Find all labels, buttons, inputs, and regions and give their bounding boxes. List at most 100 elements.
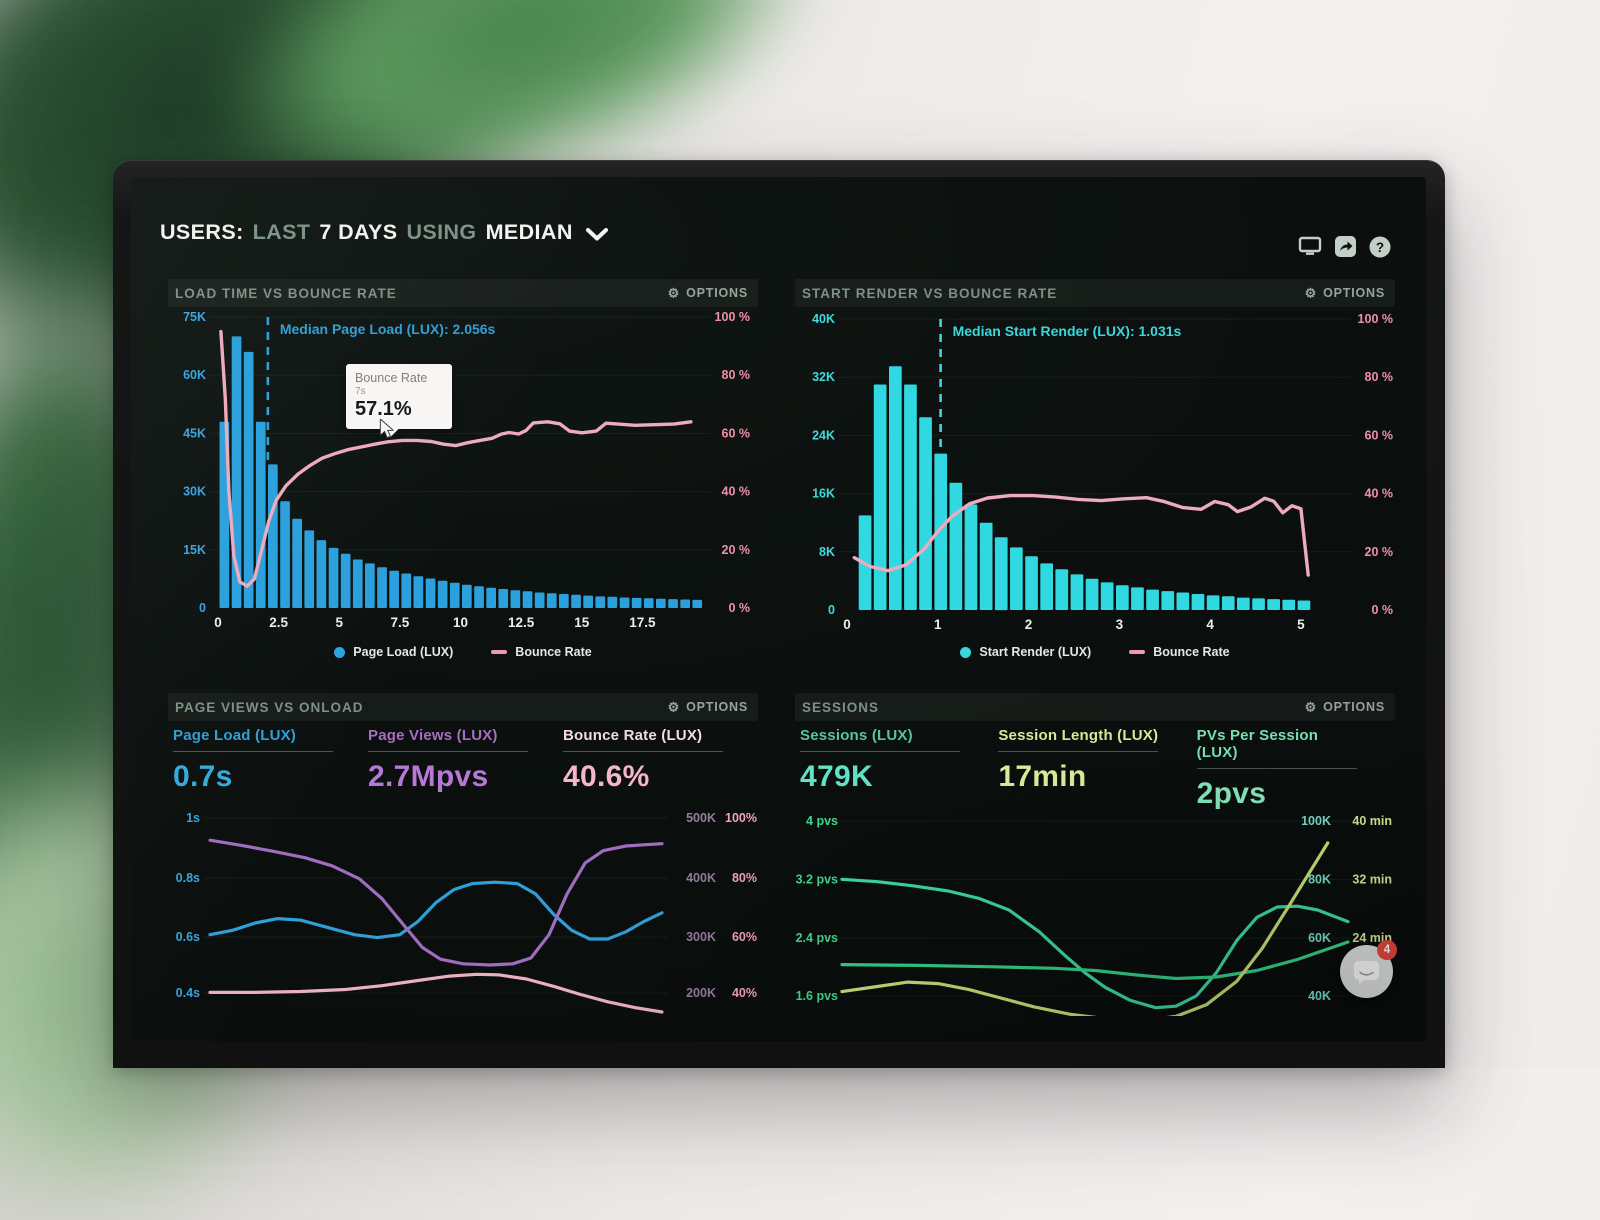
legend-item[interactable]: Start Render (LUX) <box>960 645 1091 659</box>
bar[interactable] <box>692 599 703 608</box>
bar[interactable] <box>328 547 339 608</box>
bar[interactable] <box>1055 569 1069 610</box>
bar[interactable] <box>1146 589 1159 610</box>
bar[interactable] <box>1100 582 1114 610</box>
bar[interactable] <box>462 584 472 608</box>
series-page-views[interactable] <box>208 838 664 967</box>
bar[interactable] <box>904 384 917 611</box>
metric-page-views[interactable]: Page Views (LUX) 2.7Mpvs <box>368 727 563 794</box>
series-bounce-rate[interactable] <box>219 329 693 588</box>
bar[interactable] <box>1206 595 1220 610</box>
series-session-length[interactable] <box>840 841 1330 1016</box>
bar[interactable] <box>280 501 290 608</box>
bar[interactable] <box>1297 600 1311 611</box>
bar[interactable] <box>979 522 993 610</box>
chart-page-views-vs-onload[interactable]: 1s 500K 100% 0.8s 400K 80% 0.6s 300K 60% 0.4s 200K… <box>168 791 758 1016</box>
bar[interactable] <box>1116 585 1129 610</box>
bar[interactable] <box>377 567 387 608</box>
chart-load-time-vs-bounce-rate[interactable]: 75K 100 % 60K 80 % 45K 60 % 30K 40 % 15K 20 % 0 0 %… <box>168 309 758 641</box>
legend-item[interactable]: Page Load (LUX) <box>334 645 453 659</box>
metric-bounce-rate[interactable]: Bounce Rate (LUX) 40.6% <box>563 727 758 794</box>
bar[interactable] <box>486 587 496 608</box>
bar[interactable] <box>449 582 460 608</box>
bar[interactable] <box>571 594 581 608</box>
options-button[interactable]: ⚙ OPTIONS <box>1304 285 1385 300</box>
bar[interactable] <box>994 537 1008 611</box>
bar[interactable] <box>268 464 278 608</box>
bar[interactable] <box>607 596 618 608</box>
bar[interactable] <box>510 590 521 608</box>
bar[interactable] <box>873 384 887 611</box>
bar[interactable] <box>919 417 932 610</box>
bar[interactable] <box>1161 591 1175 610</box>
series-page-load[interactable] <box>208 880 664 941</box>
metric-sessions[interactable]: Sessions (LUX) 479K <box>800 727 998 811</box>
bar[interactable] <box>1070 574 1084 610</box>
chart-sessions[interactable]: 4 pvs 100K 40 min 3.2 pvs 80K 32 min 2.4 pvs 60… <box>795 791 1395 1016</box>
bar[interactable] <box>559 594 569 608</box>
bar[interactable] <box>437 580 448 608</box>
bar[interactable] <box>619 597 630 609</box>
bar[interactable] <box>643 598 654 608</box>
display-icon[interactable] <box>1298 236 1322 257</box>
legend-item[interactable]: Bounce Rate <box>491 645 592 659</box>
tick-label: 75K <box>183 310 206 324</box>
bar[interactable] <box>1010 547 1023 610</box>
options-button[interactable]: ⚙ OPTIONS <box>667 699 748 714</box>
help-icon[interactable]: ? <box>1369 236 1391 258</box>
bar[interactable] <box>949 482 963 610</box>
legend-item[interactable]: Bounce Rate <box>1129 645 1230 659</box>
bar[interactable] <box>1085 578 1099 610</box>
bar[interactable] <box>1252 598 1265 610</box>
bar[interactable] <box>255 421 266 608</box>
metric-page-load[interactable]: Page Load (LUX) 0.7s <box>173 727 368 794</box>
bar[interactable] <box>352 559 363 609</box>
bar[interactable] <box>401 573 412 609</box>
bar[interactable] <box>546 593 557 608</box>
bar[interactable] <box>1237 597 1250 610</box>
bar[interactable] <box>889 366 902 610</box>
title-part[interactable]: MEDIAN <box>485 220 573 244</box>
options-button[interactable]: ⚙ OPTIONS <box>1304 699 1385 714</box>
bar[interactable] <box>680 599 690 609</box>
bar[interactable] <box>631 597 642 608</box>
bar[interactable] <box>964 504 978 611</box>
bar[interactable] <box>292 518 302 608</box>
bar[interactable] <box>316 540 327 608</box>
bar[interactable] <box>595 596 606 608</box>
series-bounce-rate[interactable] <box>208 972 664 1014</box>
bar[interactable] <box>1040 563 1053 610</box>
bar[interactable] <box>1221 596 1235 610</box>
bar[interactable] <box>1176 592 1190 611</box>
bar[interactable] <box>1282 599 1296 610</box>
series-pvs-per-session[interactable] <box>840 940 1350 981</box>
bar[interactable] <box>1131 587 1144 610</box>
bar[interactable] <box>934 453 948 610</box>
bar[interactable] <box>583 595 593 608</box>
bar[interactable] <box>498 589 509 608</box>
bar[interactable] <box>534 592 545 609</box>
metric-session-length[interactable]: Session Length (LUX) 17min <box>998 727 1196 811</box>
bar[interactable] <box>668 599 678 608</box>
series-bounce-rate[interactable] <box>852 493 1310 577</box>
bar[interactable] <box>656 598 666 608</box>
bar[interactable] <box>243 351 254 608</box>
bar[interactable] <box>1025 556 1038 610</box>
bar[interactable] <box>365 563 375 608</box>
bar[interactable] <box>340 553 351 608</box>
bar[interactable] <box>474 586 484 608</box>
bar[interactable] <box>389 570 399 608</box>
options-button[interactable]: ⚙ OPTIONS <box>667 285 748 300</box>
bar[interactable] <box>425 578 436 609</box>
bar[interactable] <box>1267 599 1280 610</box>
bar[interactable] <box>304 530 315 608</box>
chevron-down-icon[interactable] <box>585 227 608 241</box>
chart-start-render-vs-bounce-rate[interactable]: 40K 100 % 32K 80 % 24K 60 % 16K 40 % 8K 20 % 0 0 % 0… <box>795 309 1395 641</box>
series-sessions[interactable] <box>840 877 1350 1010</box>
metric-pvs-per-session[interactable]: PVs Per Session (LUX) 2pvs <box>1196 727 1395 811</box>
chat-button[interactable]: 4 <box>1340 940 1397 998</box>
bar[interactable] <box>1191 594 1205 610</box>
bar[interactable] <box>413 576 424 608</box>
bar[interactable] <box>522 591 533 608</box>
share-icon[interactable] <box>1334 235 1357 258</box>
